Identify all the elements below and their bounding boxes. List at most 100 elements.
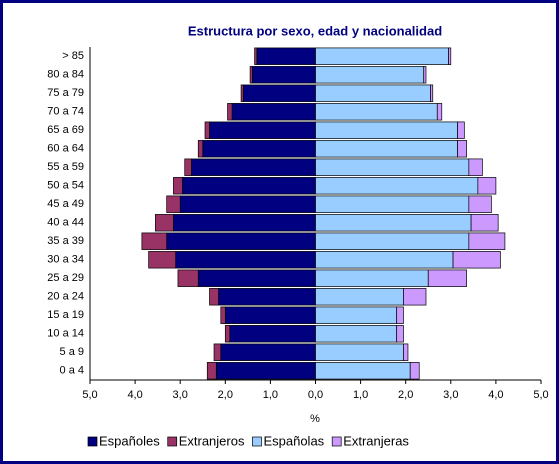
bar [209,121,316,139]
bar [315,214,472,232]
bar [315,232,470,250]
bar [224,325,231,343]
bar [229,325,316,343]
bar [396,306,404,324]
y-tick-label: 80 a 84 [47,69,84,81]
bar [430,84,434,102]
legend-swatch [167,436,178,447]
bar [209,288,219,306]
bar [166,195,181,213]
bar [141,232,168,250]
x-axis-label: % [310,413,320,425]
bar [206,362,217,380]
bar [249,66,253,84]
bar [315,177,479,195]
bar [213,343,222,361]
bar [177,269,199,287]
bar [468,232,506,250]
bar [197,140,204,158]
bar [477,177,497,195]
bar [315,269,429,287]
bar [315,288,404,306]
bar [242,84,316,102]
bar [315,84,431,102]
y-tick-label: 55 a 59 [47,161,84,173]
x-tick-label: 4,0 [488,389,503,401]
bar [197,269,316,287]
y-tick-label: > 85 [62,50,84,62]
bar [403,343,409,361]
bar [224,306,316,324]
bar [315,47,449,65]
bar [470,214,499,232]
bar [252,66,316,84]
bar [182,177,316,195]
bar [218,288,316,306]
x-tick-label: 5,0 [533,389,548,401]
bar [457,140,467,158]
y-tick-label: 40 a 44 [47,217,84,229]
x-tick-label: 3,0 [173,389,188,401]
bar [254,47,258,65]
x-tick-label: 3,0 [443,389,458,401]
x-tick-label: 0,0 [308,389,323,401]
bar [179,195,316,213]
bar [468,158,483,176]
bar [220,306,226,324]
y-tick-label: 10 a 14 [47,328,84,340]
bar [315,158,470,176]
bar [457,121,465,139]
bar [227,103,233,121]
bar [452,251,501,269]
y-tick-label: 30 a 34 [47,254,84,266]
bar [436,103,443,121]
bar [448,47,452,65]
legend-swatch [252,436,262,447]
bar [315,362,411,380]
legend-swatch [331,436,342,447]
bar [191,158,316,176]
y-tick-label: 65 a 69 [47,124,84,136]
legend-swatch [87,436,98,447]
y-tick-label: 25 a 29 [47,272,84,284]
bar [468,195,492,213]
x-tick-label: 1,0 [353,389,368,401]
bar [315,306,398,324]
bar [155,214,174,232]
y-tick-label: 45 a 49 [47,198,84,210]
y-tick-label: 5 a 9 [60,346,84,358]
x-tick-label: 2,0 [398,389,413,401]
bar [173,177,183,195]
y-tick-label: 15 a 19 [47,309,84,321]
y-tick-label: 60 a 64 [47,143,84,155]
bar [231,103,316,121]
y-tick-label: 20 a 24 [47,291,84,303]
x-tick-label: 1,0 [263,389,278,401]
bar [315,66,425,84]
bar [215,362,316,380]
bar [427,269,467,287]
bar [403,288,427,306]
legend-label: Españoles [99,433,160,448]
bar [315,343,404,361]
bar [148,251,177,269]
legend-label: Extranjeros [179,433,245,448]
bar [175,251,316,269]
x-tick-label: 5,0 [82,389,97,401]
bar [315,195,470,213]
legend-label: Extranjeras [343,433,409,448]
bar [315,121,458,139]
bar [256,47,316,65]
bar [315,103,438,121]
y-tick-label: 75 a 79 [47,87,84,99]
bar [315,251,454,269]
y-tick-label: 50 a 54 [47,180,84,192]
bar [173,214,316,232]
bar [315,325,398,343]
bar [204,121,210,139]
legend-label: Españolas [263,433,324,448]
bar [220,343,316,361]
bar [315,140,458,158]
bar [409,362,420,380]
